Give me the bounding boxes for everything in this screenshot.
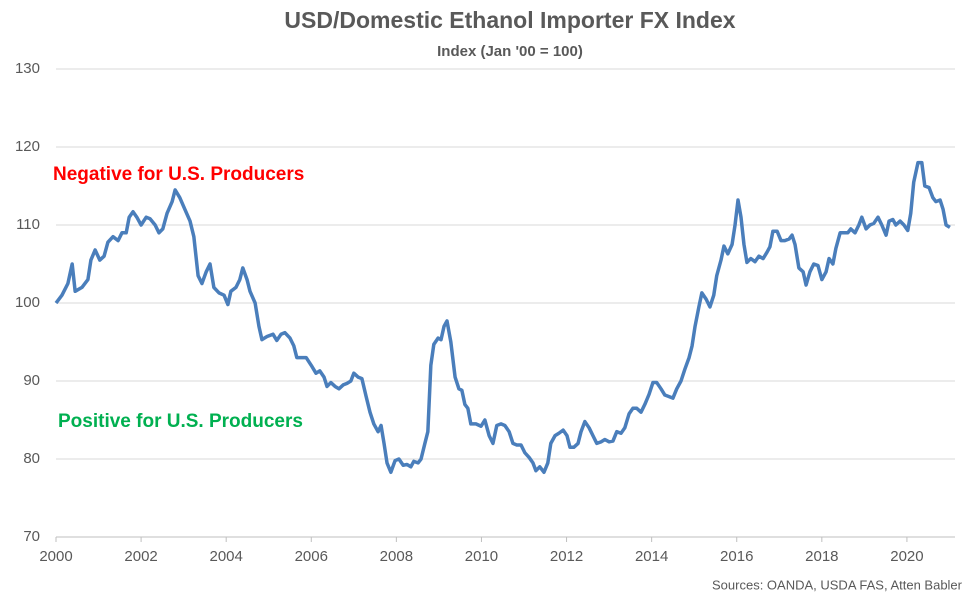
y-tick-label: 110 — [16, 216, 40, 233]
x-tick-label: 2018 — [805, 548, 838, 565]
y-tick-label: 80 — [23, 450, 40, 467]
y-tick-label: 70 — [23, 528, 40, 545]
source-note: Sources: OANDA, USDA FAS, Atten Babler — [712, 577, 963, 592]
x-tick-label: 2004 — [209, 548, 242, 565]
annotation: Negative for U.S. Producers — [53, 164, 304, 185]
y-tick-label: 100 — [15, 294, 40, 311]
x-tick-label: 2008 — [380, 548, 413, 565]
y-tick-label: 120 — [15, 138, 40, 155]
x-tick-label: 2010 — [465, 548, 498, 565]
x-tick-label: 2012 — [550, 548, 583, 565]
x-tick-label: 2000 — [39, 548, 72, 565]
y-tick-label: 90 — [23, 372, 40, 389]
x-tick-label: 2014 — [635, 548, 668, 565]
x-tick-label: 2006 — [295, 548, 328, 565]
x-tick-label: 2016 — [720, 548, 753, 565]
data-line — [54, 160, 951, 475]
x-tick-label: 2002 — [124, 548, 157, 565]
chart-title: USD/Domestic Ethanol Importer FX Index — [284, 7, 735, 33]
x-tick-label: 2020 — [890, 548, 923, 565]
annotation: Positive for U.S. Producers — [58, 411, 303, 432]
y-tick-label: 130 — [15, 60, 40, 77]
chart-subtitle: Index (Jan '00 = 100) — [437, 43, 583, 60]
